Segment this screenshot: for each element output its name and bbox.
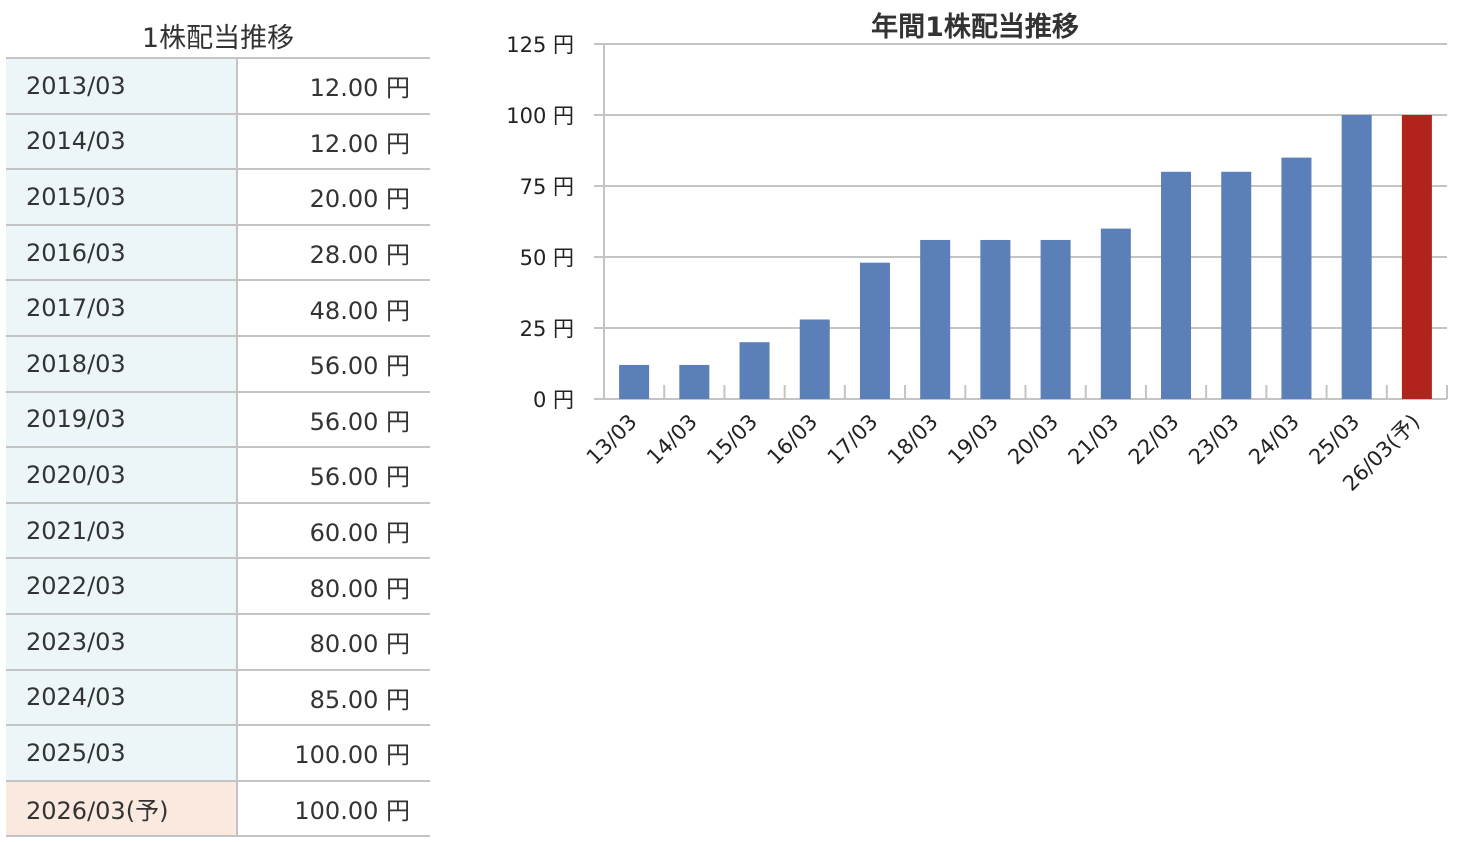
dividend-value-cell: 60.00 円 xyxy=(237,501,430,560)
bar xyxy=(1281,157,1312,399)
period-cell: 2022/03 xyxy=(6,557,238,615)
period-cell: 2018/03 xyxy=(6,334,238,393)
table-row: 2016/03 28.00 円 xyxy=(6,223,430,282)
bar xyxy=(739,342,770,399)
y-tick-label: 25 円 xyxy=(520,317,574,341)
x-tick-label: 21/03 xyxy=(1064,410,1124,470)
bar xyxy=(679,364,710,399)
bar xyxy=(1040,239,1071,399)
table-row: 2023/03 80.00 円 xyxy=(6,612,430,671)
bar xyxy=(1341,115,1372,399)
bar xyxy=(920,239,951,399)
table-row: 2018/03 56.00 円 xyxy=(6,334,430,393)
period-cell: 2020/03 xyxy=(6,446,238,504)
dividend-value-cell: 100.00 円 xyxy=(237,724,430,782)
y-tick-label: 100 円 xyxy=(506,104,574,128)
period-cell: 2021/03 xyxy=(6,501,238,560)
table-row: 2017/03 48.00 円 xyxy=(6,279,430,337)
table-row: 2020/03 56.00 円 xyxy=(6,446,430,504)
bar xyxy=(1161,171,1192,399)
period-cell: 2024/03 xyxy=(6,668,238,727)
x-tick-label: 20/03 xyxy=(1003,410,1063,470)
dividend-value-cell: 20.00 円 xyxy=(237,168,430,226)
x-tick-label: 14/03 xyxy=(642,410,702,470)
dividend-value-cell: 48.00 円 xyxy=(237,279,430,337)
period-cell: 2014/03 xyxy=(6,112,238,171)
table-row: 2013/03 12.00 円 xyxy=(6,57,430,115)
dividend-value-cell: 56.00 円 xyxy=(237,334,430,393)
bar xyxy=(859,262,890,399)
table-row: 2025/03 100.00 円 xyxy=(6,724,430,782)
period-cell: 2013/03 xyxy=(6,57,238,115)
dividend-value-cell: 85.00 円 xyxy=(237,668,430,727)
period-cell: 2019/03 xyxy=(6,390,238,449)
bar xyxy=(619,364,650,399)
bar xyxy=(1100,228,1131,399)
period-cell: 2023/03 xyxy=(6,612,238,671)
bar xyxy=(1401,115,1432,399)
dividend-value-cell: 12.00 円 xyxy=(237,112,430,171)
dividend-value-cell: 80.00 円 xyxy=(237,557,430,615)
chart-title: 年間1株配当推移 xyxy=(871,11,1079,43)
dividend-value-cell: 100.00 円 xyxy=(237,779,430,838)
y-tick-label: 75 円 xyxy=(520,175,574,199)
dividend-value-cell: 56.00 円 xyxy=(237,446,430,504)
y-tick-label: 0 円 xyxy=(533,388,574,412)
dividend-value-cell: 12.00 円 xyxy=(237,57,430,115)
bar xyxy=(1221,171,1252,399)
table-title: 1株配当推移 xyxy=(141,23,295,54)
bar xyxy=(799,319,830,399)
table-row: 2019/03 56.00 円 xyxy=(6,390,430,449)
x-tick-label: 23/03 xyxy=(1184,410,1244,470)
x-tick-label: 13/03 xyxy=(582,410,642,470)
table-row: 2014/03 12.00 円 xyxy=(6,112,430,171)
x-tick-label: 25/03 xyxy=(1304,410,1364,470)
table-row: 2022/03 80.00 円 xyxy=(6,557,430,615)
x-tick-label: 18/03 xyxy=(883,410,943,470)
period-cell: 2025/03 xyxy=(6,724,238,782)
table-row: 2024/03 85.00 円 xyxy=(6,668,430,727)
x-tick-label: 24/03 xyxy=(1244,410,1304,470)
y-tick-label: 125 円 xyxy=(506,33,574,57)
dividend-value-cell: 56.00 円 xyxy=(237,390,430,449)
period-cell: 2026/03(予) xyxy=(6,779,238,838)
table-row: 2021/03 60.00 円 xyxy=(6,501,430,560)
x-tick-label: 22/03 xyxy=(1124,410,1184,470)
table-row: 2026/03(予) 100.00 円 xyxy=(6,779,430,838)
y-tick-label: 50 円 xyxy=(520,246,574,270)
x-tick-label: 17/03 xyxy=(823,410,883,470)
period-cell: 2017/03 xyxy=(6,279,238,337)
dividend-table: 2013/03 12.00 円 2014/03 12.00 円 2015/03 20.00… xyxy=(6,57,430,838)
dividend-value-cell: 80.00 円 xyxy=(237,612,430,671)
x-tick-label: 15/03 xyxy=(702,410,762,470)
x-tick-label: 16/03 xyxy=(763,410,823,470)
period-cell: 2016/03 xyxy=(6,223,238,282)
bar xyxy=(980,239,1011,399)
table-row: 2015/03 20.00 円 xyxy=(6,168,430,226)
dividend-value-cell: 28.00 円 xyxy=(237,223,430,282)
period-cell: 2015/03 xyxy=(6,168,238,226)
x-tick-label: 19/03 xyxy=(943,410,1003,470)
